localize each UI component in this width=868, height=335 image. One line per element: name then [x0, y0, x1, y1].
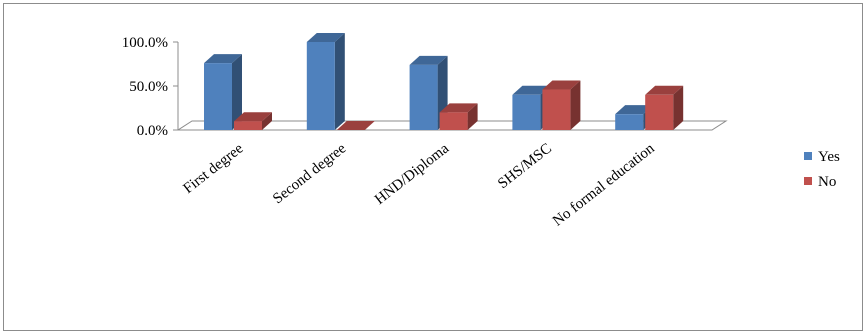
bar-side: [262, 112, 272, 130]
bar-front: [204, 63, 232, 131]
legend-label: No: [818, 174, 836, 190]
category-label: No formal education: [550, 140, 658, 229]
bar-yes: [306, 33, 345, 130]
y-tick-label: 50.0%: [129, 79, 168, 95]
bar-side: [232, 54, 242, 131]
bar-top: [306, 33, 345, 42]
bar-front: [306, 42, 335, 130]
bar-front: [512, 94, 541, 130]
bar-top: [409, 55, 448, 65]
bar-side: [334, 33, 345, 130]
bar-top: [439, 103, 478, 113]
bar-top: [615, 105, 654, 115]
bar-front: [234, 121, 262, 130]
bar-side: [570, 80, 581, 130]
bar-front: [542, 89, 571, 130]
legend-swatch: [804, 177, 812, 185]
bar-yes: [204, 54, 242, 131]
chart-bars: [204, 33, 684, 131]
category-label: SHS/MSC: [495, 141, 555, 193]
y-tick-label: 100.0%: [122, 35, 168, 51]
bar-front: [439, 112, 468, 130]
bar-side: [673, 85, 684, 130]
bar-no: [542, 80, 581, 130]
bar-top: [204, 54, 242, 64]
bar-side: [467, 103, 478, 130]
bar-top: [234, 112, 272, 122]
bar-front: [645, 94, 674, 130]
category-label: Second degree: [270, 140, 349, 207]
bar-front: [409, 64, 438, 130]
legend-label: Yes: [818, 149, 840, 165]
legend-swatch: [804, 152, 812, 160]
bar-top: [336, 121, 375, 130]
bar-no: [234, 112, 272, 130]
bar-no: [439, 103, 478, 130]
bar-top: [512, 85, 551, 95]
bar-no: [645, 85, 684, 130]
category-label: First degree: [180, 140, 246, 197]
y-tick-label: 0.0%: [137, 123, 168, 139]
bar-no: [336, 121, 375, 130]
category-label: HND/Diploma: [372, 140, 452, 208]
bar-top: [542, 80, 581, 90]
bar-front: [615, 114, 644, 130]
chart-legend: Yes No: [804, 149, 840, 190]
chart-labels: 100.0% 50.0% 0.0% First degree Second degree…: [122, 35, 658, 230]
bar-yes: [409, 55, 448, 130]
bar-top: [645, 85, 684, 95]
